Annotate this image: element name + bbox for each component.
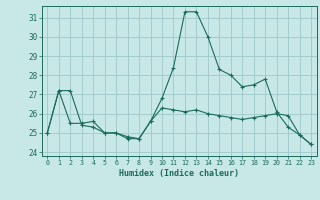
X-axis label: Humidex (Indice chaleur): Humidex (Indice chaleur) xyxy=(119,169,239,178)
